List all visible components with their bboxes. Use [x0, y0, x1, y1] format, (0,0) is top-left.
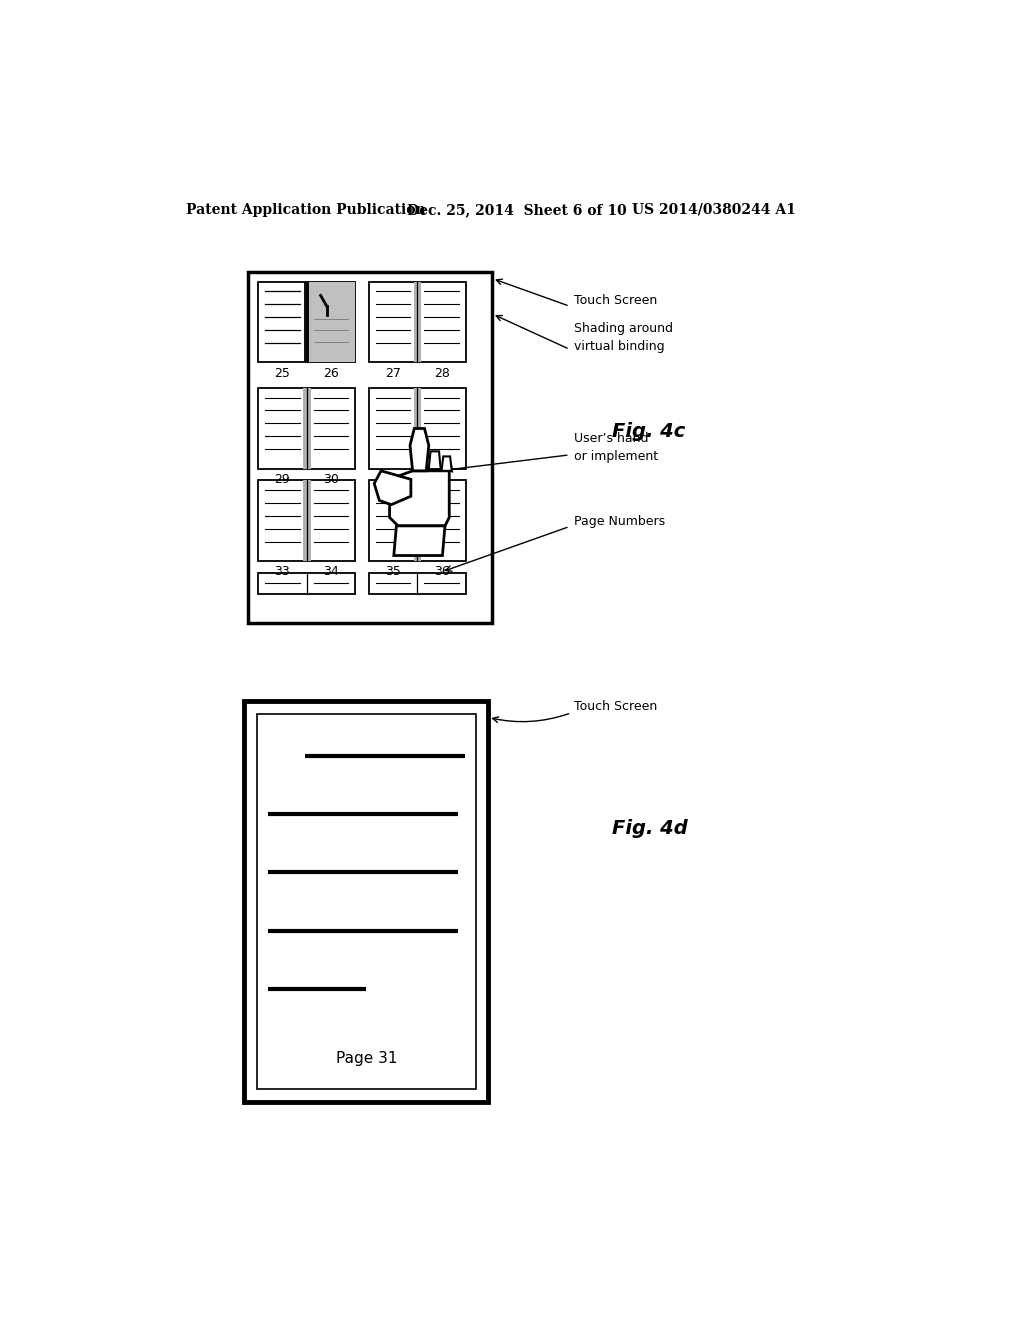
Text: Touch Screen: Touch Screen: [573, 294, 656, 308]
Bar: [245, 701, 488, 1102]
Text: 33: 33: [274, 565, 290, 578]
Bar: [303, 480, 310, 561]
Text: Shading around
virtual binding: Shading around virtual binding: [573, 322, 673, 352]
Bar: [306, 281, 355, 363]
Text: 25: 25: [274, 367, 291, 380]
Text: 30: 30: [323, 473, 339, 486]
Text: 35: 35: [385, 565, 401, 578]
Text: Dec. 25, 2014  Sheet 6 of 10: Dec. 25, 2014 Sheet 6 of 10: [407, 203, 627, 216]
Bar: [257, 714, 476, 1089]
Text: 34: 34: [323, 565, 339, 578]
Polygon shape: [429, 451, 440, 469]
Bar: [304, 281, 309, 363]
Bar: [258, 573, 355, 594]
Text: Page 31: Page 31: [336, 1051, 397, 1067]
Text: 28: 28: [434, 367, 450, 380]
Bar: [369, 388, 466, 469]
Text: US 2014/0380244 A1: US 2014/0380244 A1: [632, 203, 796, 216]
Text: 29: 29: [274, 473, 290, 486]
Bar: [258, 388, 355, 469]
Text: Patent Application Publication: Patent Application Publication: [186, 203, 426, 216]
Bar: [369, 281, 466, 363]
Polygon shape: [389, 471, 450, 525]
Polygon shape: [374, 471, 411, 504]
Text: 31: 31: [385, 473, 401, 486]
Text: 32: 32: [434, 473, 450, 486]
Text: 26: 26: [323, 367, 339, 380]
Polygon shape: [394, 525, 445, 556]
Text: Page Numbers: Page Numbers: [573, 515, 665, 528]
Text: 36: 36: [434, 565, 450, 578]
Text: Touch Screen: Touch Screen: [573, 700, 656, 713]
Bar: [414, 480, 421, 561]
Bar: [414, 281, 421, 363]
Bar: [258, 281, 355, 363]
Text: 27: 27: [385, 367, 401, 380]
Bar: [414, 388, 421, 469]
Text: Fig. 4d: Fig. 4d: [612, 818, 688, 838]
Bar: [248, 272, 493, 623]
Text: User’s hand
or implement: User’s hand or implement: [573, 433, 657, 463]
Polygon shape: [441, 457, 452, 471]
Bar: [303, 388, 310, 469]
Bar: [369, 480, 466, 561]
Bar: [369, 573, 466, 594]
Bar: [258, 480, 355, 561]
Polygon shape: [410, 429, 429, 471]
Text: Fig. 4c: Fig. 4c: [612, 422, 686, 441]
